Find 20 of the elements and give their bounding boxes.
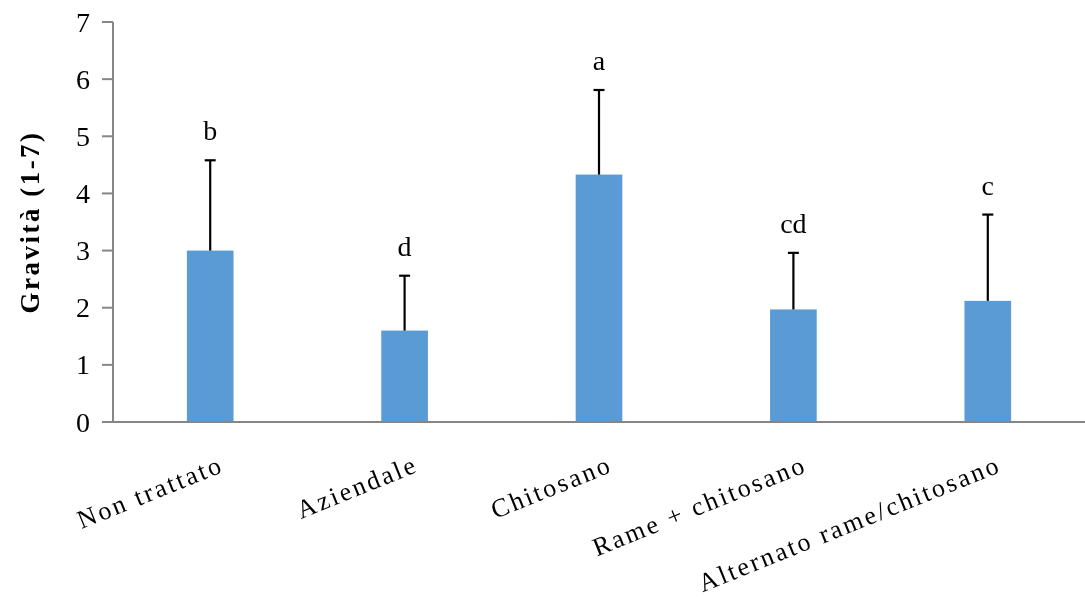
y-tick-label: 2 — [76, 292, 90, 324]
annotation: a — [592, 45, 606, 76]
y-tick-label: 3 — [76, 235, 90, 267]
bar — [575, 174, 623, 422]
bar — [186, 250, 234, 422]
bar — [381, 330, 428, 422]
y-axis-title: Gravità (1-7) — [15, 130, 45, 314]
annotation: d — [397, 230, 412, 262]
y-tick-label: 7 — [76, 6, 90, 38]
annotation: b — [203, 115, 218, 147]
y-tick-label: 4 — [76, 177, 90, 209]
annotation: c — [981, 169, 995, 201]
bar — [770, 309, 817, 422]
y-tick-label: 0 — [76, 406, 90, 438]
annotation: cd — [780, 207, 807, 239]
x-tick-label: Non trattato — [72, 449, 228, 535]
y-tick-label: 1 — [76, 349, 90, 381]
y-tick-label: 5 — [76, 120, 90, 152]
bar — [964, 300, 1012, 422]
y-tick-label: 6 — [76, 63, 90, 95]
